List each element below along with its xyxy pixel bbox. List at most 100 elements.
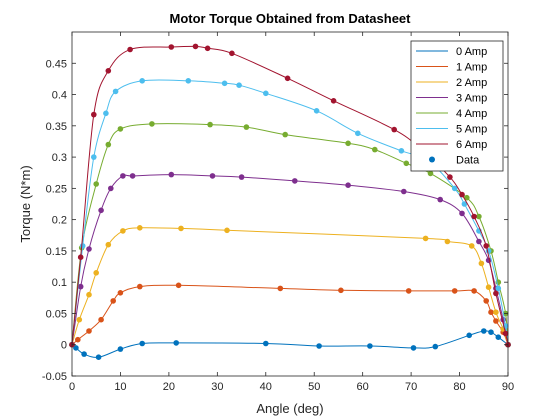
data-point-0-14 bbox=[488, 329, 494, 336]
data-point-0-3 bbox=[95, 354, 102, 361]
data-point-0-12 bbox=[466, 332, 473, 339]
data-point-0-11 bbox=[432, 343, 439, 350]
legend: 0 Amp 1 Amp 2 Amp 3 Amp 4 Amp 5 Amp 6 Amp Data bbox=[410, 40, 504, 172]
y-tick-label-6: 0.25 bbox=[46, 183, 67, 195]
data-point-5-5 bbox=[139, 78, 145, 84]
data-point-1-11 bbox=[451, 288, 458, 294]
data-point-5-10 bbox=[313, 108, 320, 114]
data-point-4-3 bbox=[105, 141, 112, 148]
data-point-3-14 bbox=[459, 210, 465, 217]
y-tick-label-7: 0.3 bbox=[52, 152, 67, 164]
data-point-6-6 bbox=[192, 43, 199, 50]
data-point-5-6 bbox=[185, 78, 192, 84]
legend-box bbox=[410, 40, 504, 172]
x-axis-label: Angle (deg) bbox=[256, 401, 323, 416]
data-point-3-4 bbox=[108, 185, 114, 192]
x-tick-label-0: 0 bbox=[69, 381, 75, 393]
legend-label-0: 0 Amp bbox=[456, 46, 487, 58]
legend-label-2: 2 Amp bbox=[456, 77, 487, 89]
data-point-1-10 bbox=[405, 288, 412, 294]
data-point-3-12 bbox=[401, 188, 407, 195]
data-point-6-9 bbox=[284, 75, 291, 82]
data-point-3-1 bbox=[77, 283, 84, 290]
data-point-4-14 bbox=[476, 213, 482, 220]
data-point-2-9 bbox=[422, 235, 429, 242]
data-point-5-14 bbox=[451, 185, 458, 192]
y-tick-label-10: 0.45 bbox=[46, 58, 67, 70]
data-point-3-15 bbox=[476, 238, 482, 245]
legend-label-4: 4 Amp bbox=[456, 108, 487, 120]
data-point-2-10 bbox=[444, 238, 451, 245]
data-point-3-6 bbox=[129, 173, 136, 179]
data-point-6-14 bbox=[459, 191, 465, 198]
chart-title: Motor Torque Obtained from Datasheet bbox=[170, 11, 412, 26]
x-tick-label-9: 90 bbox=[502, 381, 514, 393]
y-tick-label-0: -0.05 bbox=[42, 371, 67, 383]
data-point-0-2 bbox=[81, 351, 87, 357]
data-point-3-2 bbox=[86, 246, 92, 252]
data-point-1-5 bbox=[117, 290, 124, 296]
data-point-6-13 bbox=[447, 174, 453, 180]
data-point-3-13 bbox=[437, 196, 444, 203]
data-point-5-4 bbox=[112, 88, 119, 95]
data-point-0-5 bbox=[139, 340, 145, 347]
data-point-1-8 bbox=[277, 285, 284, 292]
data-point-4-12 bbox=[427, 170, 434, 177]
data-point-6-8 bbox=[229, 50, 235, 57]
axes-layer: 0 10 20 30 40 50 60 70 80 90-0.0500.050.10.150.20… bbox=[42, 31, 514, 393]
data-point-2-2 bbox=[86, 291, 92, 298]
data-point-1-7 bbox=[175, 282, 182, 289]
legend-label-3: 3 Amp bbox=[456, 93, 487, 105]
data-point-2-11 bbox=[468, 243, 475, 249]
data-point-4-13 bbox=[464, 194, 470, 201]
data-point-0-13 bbox=[481, 328, 487, 334]
data-point-3-7 bbox=[168, 171, 175, 178]
data-point-6-4 bbox=[127, 46, 133, 53]
data-point-5-7 bbox=[221, 80, 228, 87]
legend-data-marker bbox=[429, 156, 435, 163]
data-point-4-4 bbox=[117, 126, 124, 132]
data-point-1-12 bbox=[471, 288, 477, 294]
data-point-0-6 bbox=[173, 340, 179, 346]
series-0 bbox=[69, 328, 511, 361]
y-tick-label-1: 0 bbox=[61, 340, 67, 352]
data-point-2-14 bbox=[493, 309, 499, 316]
data-point-2-3 bbox=[93, 270, 99, 276]
series-layer bbox=[69, 43, 511, 361]
data-point-4-9 bbox=[345, 140, 351, 147]
data-point-3-3 bbox=[98, 207, 104, 214]
y-tick-label-4: 0.15 bbox=[46, 246, 67, 258]
data-point-4-10 bbox=[372, 146, 378, 153]
y-tick-label-3: 0.1 bbox=[52, 277, 67, 289]
data-point-0-4 bbox=[117, 346, 124, 352]
legend-label-1: 1 Amp bbox=[456, 62, 487, 74]
data-point-5-11 bbox=[355, 130, 361, 137]
y-tick-label-9: 0.4 bbox=[52, 90, 67, 102]
data-point-6-7 bbox=[204, 45, 211, 52]
data-point-0-8 bbox=[316, 343, 322, 349]
data-point-2-13 bbox=[485, 284, 492, 291]
data-point-6-5 bbox=[168, 44, 175, 50]
data-point-2-6 bbox=[137, 225, 143, 231]
data-point-2-5 bbox=[120, 228, 126, 234]
x-tick-label-4: 40 bbox=[260, 381, 272, 393]
x-tick-label-1: 10 bbox=[114, 381, 126, 393]
data-point-5-12 bbox=[398, 148, 405, 154]
x-tick-label-3: 30 bbox=[211, 381, 223, 393]
data-point-1-15 bbox=[493, 318, 499, 324]
data-point-1-1 bbox=[75, 336, 81, 343]
data-point-5-3 bbox=[103, 110, 109, 117]
data-point-6-16 bbox=[483, 243, 490, 249]
x-tick-label-6: 60 bbox=[357, 381, 369, 393]
data-point-2-4 bbox=[105, 241, 112, 248]
data-point-6-3 bbox=[105, 68, 112, 74]
plot-box bbox=[71, 31, 509, 377]
data-point-4-5 bbox=[149, 121, 155, 127]
y-tick-label-8: 0.35 bbox=[46, 121, 67, 133]
data-point-0-10 bbox=[410, 345, 417, 351]
data-point-6-10 bbox=[330, 98, 337, 104]
data-point-5-18 bbox=[495, 285, 502, 292]
data-point-4-2 bbox=[93, 181, 99, 187]
x-tick-label-8: 80 bbox=[453, 381, 465, 393]
data-point-1-9 bbox=[338, 287, 344, 294]
